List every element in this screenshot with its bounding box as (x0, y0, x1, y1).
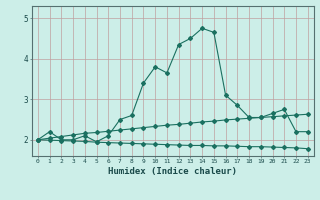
X-axis label: Humidex (Indice chaleur): Humidex (Indice chaleur) (108, 167, 237, 176)
